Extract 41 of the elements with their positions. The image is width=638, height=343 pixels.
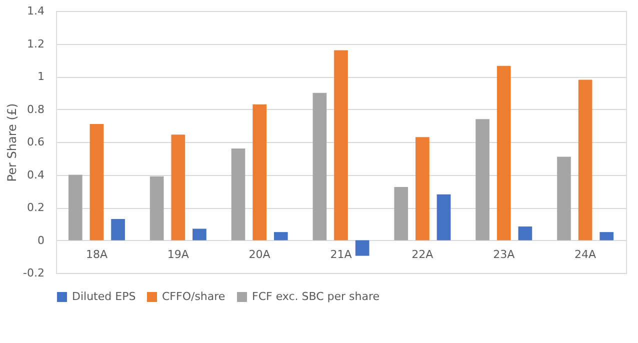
bar: [600, 232, 614, 240]
bar: [355, 240, 370, 256]
legend-label: Diluted EPS: [72, 290, 136, 303]
y-tick-label: 0.4: [27, 168, 44, 182]
bar: [68, 174, 82, 240]
bar: [476, 119, 490, 240]
bar: [192, 228, 206, 240]
bar: [171, 134, 186, 240]
bar: [334, 50, 348, 240]
legend-label: FCF exc. SBC per share: [252, 290, 380, 303]
legend-label: CFFO/share: [162, 290, 226, 303]
x-tick-label: 23A: [493, 248, 516, 261]
x-tick-label: 24A: [574, 248, 597, 261]
bar: [90, 124, 104, 240]
bar: [557, 156, 571, 240]
y-tick-label: 1.2: [27, 37, 44, 50]
bar: [150, 176, 164, 240]
y-tick-label: 1.4: [27, 4, 44, 18]
bar: [394, 187, 408, 240]
y-tick-label: 0.8: [27, 102, 44, 116]
x-tick-label: 18A: [86, 248, 108, 261]
x-tick-label: 20A: [248, 248, 271, 261]
x-tick-label: 21A: [330, 248, 352, 261]
bar: [578, 80, 592, 240]
bar: [436, 194, 451, 240]
y-tick-label: 0.6: [27, 136, 44, 148]
bar: [252, 104, 266, 240]
y-tick-label: -0.2: [23, 266, 44, 280]
bar: [496, 66, 511, 240]
bar: [416, 137, 430, 240]
bar: [312, 92, 327, 240]
bar: [274, 232, 288, 240]
y-tick-label: 0: [38, 234, 44, 247]
y-axis-title: Per Share (£): [5, 103, 20, 182]
bar: [111, 218, 125, 240]
y-tick-label: 0.2: [27, 201, 44, 214]
bar: [518, 226, 532, 240]
bar: [231, 148, 246, 240]
y-tick-label: 1: [38, 70, 44, 83]
x-tick-label: 22A: [412, 248, 434, 261]
x-tick-label: 19A: [167, 248, 190, 261]
